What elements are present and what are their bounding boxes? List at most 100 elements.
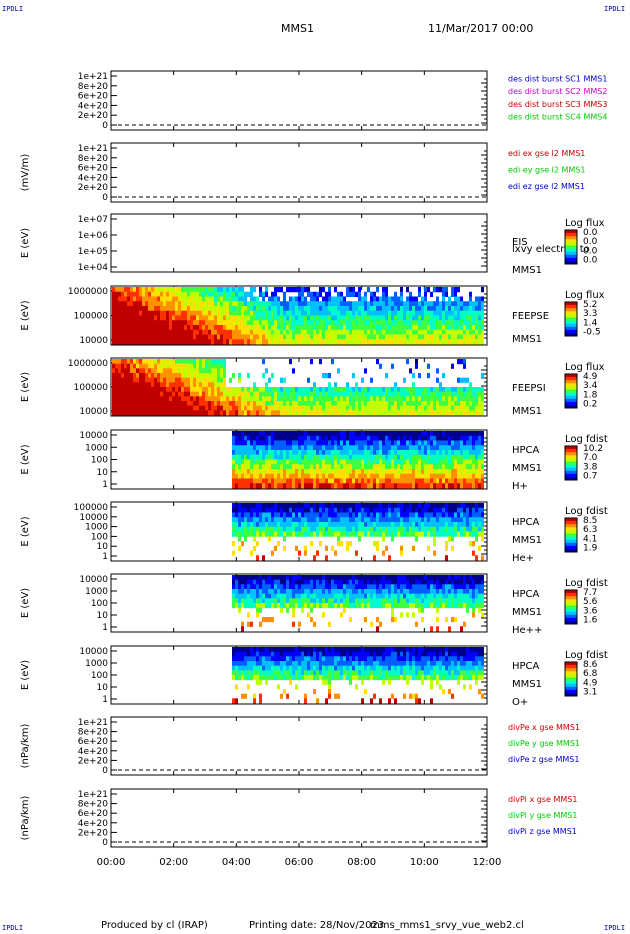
spectrogram-cell	[217, 329, 220, 335]
spectrogram-cell	[277, 445, 280, 451]
spectrogram-cell	[238, 291, 241, 297]
spectrogram-cell	[265, 589, 268, 595]
spectrogram-cell	[451, 478, 454, 484]
spectrogram-cell	[472, 450, 475, 456]
spectrogram-cell	[193, 315, 196, 321]
spectrogram-cell	[292, 503, 295, 509]
spectrogram-cell	[316, 320, 319, 326]
spectrogram-cell	[400, 575, 403, 581]
instrument-label: HPCA	[512, 445, 540, 456]
spectrogram-cell	[469, 440, 472, 446]
spectrogram-cell	[289, 603, 292, 609]
spectrogram-cell	[421, 405, 424, 411]
spectrogram-cell	[391, 339, 394, 345]
spectrogram-cell	[247, 512, 250, 518]
spectrogram-cell	[421, 440, 424, 446]
spectrogram-cell	[232, 296, 235, 302]
spectrogram-cell	[232, 483, 235, 489]
spectrogram-cell	[154, 325, 157, 331]
spectrogram-cell	[373, 483, 376, 489]
spectrogram-cell	[124, 339, 127, 345]
spectrogram-cell	[376, 339, 379, 345]
spectrogram-cell	[130, 339, 133, 345]
spectrogram-cell	[382, 310, 385, 316]
spectrogram-cell	[163, 329, 166, 335]
y-tick-label: 10	[97, 542, 109, 552]
spectrogram-cell	[277, 339, 280, 345]
spectrogram-cell	[388, 445, 391, 451]
spectrogram-cell	[277, 503, 280, 509]
spectrogram-cell	[475, 325, 478, 331]
spectrogram-cell	[385, 325, 388, 331]
spectrogram-cell	[445, 287, 448, 293]
spectrogram-cell	[343, 387, 346, 393]
spectrogram-cell	[172, 373, 175, 379]
spectrogram-cell	[295, 589, 298, 595]
spectrogram-cell	[340, 440, 343, 446]
spectrogram-cell	[253, 306, 256, 312]
spectrogram-cell	[259, 579, 262, 585]
spectrogram-cell	[148, 363, 151, 369]
spectrogram-cell	[238, 531, 241, 537]
spectrogram-cell	[364, 329, 367, 335]
spectrogram-cell	[130, 382, 133, 388]
spectrogram-cell	[220, 296, 223, 302]
spectrogram-cell	[277, 584, 280, 590]
spectrogram-cell	[319, 339, 322, 345]
spectrogram-cell	[445, 512, 448, 518]
spectrogram-cell	[358, 445, 361, 451]
spectrogram-cell	[286, 405, 289, 411]
spectrogram-cell	[343, 473, 346, 479]
spectrogram-cell	[406, 584, 409, 590]
spectrogram-cell	[184, 373, 187, 379]
spectrogram-cell	[190, 306, 193, 312]
spectrogram-cell	[163, 401, 166, 407]
spectrogram-cell	[382, 575, 385, 581]
spectrogram-cell	[271, 291, 274, 297]
spectrogram-cell	[280, 593, 283, 599]
spectrogram-cell	[340, 503, 343, 509]
spectrogram-cell	[259, 621, 262, 627]
spectrogram-cell	[220, 329, 223, 335]
spectrogram-cell	[148, 339, 151, 345]
spectrogram-cell	[229, 339, 232, 345]
spectrogram-cell	[451, 306, 454, 312]
spectrogram-cell	[127, 301, 130, 307]
spectrogram-cell	[376, 306, 379, 312]
spectrogram-cell	[160, 296, 163, 302]
spectrogram-cell	[313, 320, 316, 326]
spectrogram-cell	[364, 507, 367, 513]
spectrogram-cell	[478, 306, 481, 312]
spectrogram-cell	[346, 410, 349, 416]
colorbar-cell	[565, 389, 577, 393]
spectrogram-cell	[445, 310, 448, 316]
spectrogram-cell	[133, 325, 136, 331]
spectrogram-cell	[112, 320, 115, 326]
spectrogram-cell	[172, 325, 175, 331]
spectrogram-cell	[304, 339, 307, 345]
spectrogram-cell	[313, 507, 316, 513]
spectrogram-cell	[298, 431, 301, 437]
spectrogram-cell	[325, 431, 328, 437]
spectrogram-cell	[409, 435, 412, 441]
spectrogram-cell	[358, 464, 361, 470]
spectrogram-cell	[463, 507, 466, 513]
spectrogram-cell	[217, 387, 220, 393]
spectrogram-cell	[223, 410, 226, 416]
spectrogram-cell	[349, 310, 352, 316]
spectrogram-cell	[412, 593, 415, 599]
spectrogram-cell	[340, 522, 343, 528]
spectrogram-cell	[391, 310, 394, 316]
spectrogram-cell	[364, 459, 367, 465]
spectrogram-cell	[277, 512, 280, 518]
spectrogram-cell	[451, 445, 454, 451]
spectrogram-cell	[334, 579, 337, 585]
spectrogram-cell	[466, 310, 469, 316]
spectrogram-cell	[475, 405, 478, 411]
spectrogram-cell	[385, 459, 388, 465]
spectrogram-cell	[439, 450, 442, 456]
spectrogram-cell	[472, 315, 475, 321]
spectrogram-cell	[325, 464, 328, 470]
spectrogram-cell	[454, 387, 457, 393]
spectrogram-cell	[352, 445, 355, 451]
